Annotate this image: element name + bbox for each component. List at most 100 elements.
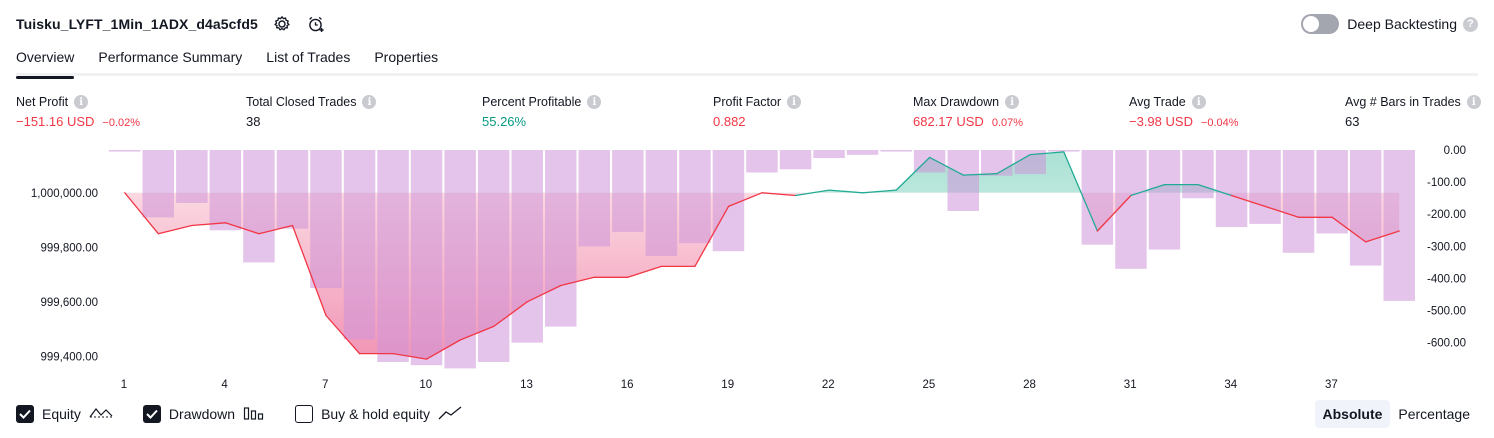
- x-axis-tick: 28: [1023, 379, 1036, 391]
- mode-absolute-button[interactable]: Absolute: [1314, 400, 1391, 428]
- checkbox-equity[interactable]: [16, 405, 34, 423]
- info-icon[interactable]: i: [74, 95, 89, 109]
- x-axis-tick: 31: [1124, 379, 1137, 391]
- x-axis-tick: 22: [822, 379, 835, 391]
- metric-value: −3.98 USD: [1129, 114, 1193, 129]
- equity-line-segment: [1096, 194, 1132, 232]
- equity-line-segment: [996, 153, 1031, 175]
- checkbox-drawdown[interactable]: [142, 405, 161, 423]
- alarm-add-icon[interactable]: [306, 14, 326, 34]
- drawdown-bar[interactable]: [746, 150, 778, 173]
- x-axis-tick: 34: [1224, 379, 1237, 391]
- gear-icon[interactable]: [272, 14, 292, 34]
- drawdown-bar[interactable]: [109, 150, 141, 152]
- left-axis: 1,000,000.00 999,800.00 999,600.00 999,400.…: [31, 188, 98, 364]
- drawdown-bar[interactable]: [578, 150, 611, 247]
- tab-properties[interactable]: Properties: [374, 49, 439, 65]
- legend-drawdown[interactable]: Drawdown: [142, 405, 265, 424]
- metric-label: Total Closed Trades: [246, 95, 357, 109]
- metric-total-closed-trades: Total Closed Trades i 38: [246, 94, 377, 130]
- drawdown-bar[interactable]: [410, 150, 443, 366]
- metric-avg-bars-in-trades: Avg # Bars in Trades i 63: [1345, 94, 1481, 130]
- tab-list-of-trades[interactable]: List of Trades: [266, 49, 351, 65]
- drawdown-bar[interactable]: [142, 150, 175, 218]
- drawdown-bar[interactable]: [1182, 150, 1214, 199]
- info-icon[interactable]: i: [1005, 95, 1020, 109]
- drawdown-bar[interactable]: [444, 150, 476, 369]
- drawdown-bar[interactable]: [1383, 150, 1416, 301]
- metric-value: −151.16 USD: [16, 114, 95, 129]
- x-axis-tick: 1: [121, 379, 127, 391]
- info-icon[interactable]: i: [1191, 95, 1206, 109]
- mode-percentage-button[interactable]: Percentage: [1398, 406, 1470, 422]
- metric-percent: 0.07%: [991, 117, 1024, 129]
- drawdown-bar[interactable]: [947, 150, 980, 211]
- help-icon[interactable]: ?: [1463, 16, 1478, 32]
- legend-equity-label: Equity: [42, 406, 81, 422]
- metric-percent: −0.04%: [1200, 117, 1239, 129]
- equity-line-segment: [1230, 194, 1266, 208]
- drawdown-bar[interactable]: [1148, 150, 1181, 250]
- legend-drawdown-label: Drawdown: [168, 406, 236, 422]
- equity-line-segment: [627, 265, 663, 278]
- drawdown-bar[interactable]: [645, 150, 678, 256]
- metric-value: 38: [246, 114, 261, 129]
- legend-equity[interactable]: Equity: [16, 405, 113, 424]
- drawdown-bar[interactable]: [1215, 150, 1248, 228]
- equity-line-segment: [962, 173, 998, 176]
- drawdown-bar[interactable]: [1316, 150, 1348, 234]
- equity-line-segment: [1130, 183, 1166, 197]
- drawdown-bar[interactable]: [880, 150, 912, 152]
- drawdown-bar[interactable]: [276, 150, 309, 229]
- drawdown-bar[interactable]: [913, 150, 946, 173]
- drawdown-bar[interactable]: [1115, 150, 1147, 269]
- info-icon[interactable]: i: [1466, 95, 1481, 109]
- drawdown-bar[interactable]: [1282, 150, 1315, 253]
- metric-percent-profitable: Percent Profitable i 55.26%: [482, 94, 602, 130]
- legend-buy-hold[interactable]: Buy & hold equity: [295, 405, 462, 424]
- x-axis-tick: 4: [221, 379, 228, 391]
- drawdown-bar[interactable]: [712, 150, 745, 252]
- equity-drawdown-chart[interactable]: 1,000,000.00 999,800.00 999,600.00 999,400.…: [0, 138, 1494, 398]
- right-axis: 0.00 -100.00 -200.00 -300.00 -400.00 -500.00 -…: [1427, 145, 1466, 350]
- drawdown-bars: [109, 150, 1416, 369]
- drawdown-bar[interactable]: [612, 150, 644, 232]
- drawdown-bar[interactable]: [343, 150, 376, 340]
- equity-line-segment: [1197, 183, 1233, 197]
- drawdown-bar[interactable]: [1048, 150, 1080, 152]
- equity-line-segment: [493, 301, 528, 328]
- drawdown-bar[interactable]: [243, 150, 275, 263]
- left-axis-tick: 999,400.00: [40, 351, 98, 363]
- info-icon[interactable]: i: [587, 95, 602, 109]
- tab-performance-summary[interactable]: Performance Summary: [98, 49, 243, 65]
- drawdown-bar[interactable]: [679, 150, 711, 244]
- metric-value: 63: [1345, 114, 1360, 129]
- drawdown-bar[interactable]: [1349, 150, 1382, 266]
- equity-line-segment: [929, 156, 964, 176]
- equity-line-segment: [1365, 230, 1400, 243]
- drawdown-bar[interactable]: [545, 150, 577, 327]
- equity-line-segment: [224, 222, 260, 235]
- drawdown-bar[interactable]: [176, 150, 208, 203]
- drawdown-bar[interactable]: [209, 150, 242, 231]
- metric-value: 682.17 USD: [913, 114, 984, 129]
- info-icon[interactable]: i: [787, 95, 802, 109]
- drawdown-bar[interactable]: [813, 150, 845, 158]
- checkbox-buy-hold[interactable]: [295, 405, 314, 423]
- drawdown-bar[interactable]: [1081, 150, 1114, 245]
- drawdown-bar[interactable]: [1249, 150, 1281, 224]
- legend-buy-hold-label: Buy & hold equity: [321, 406, 431, 422]
- x-axis-tick: 19: [721, 379, 734, 391]
- drawdown-bar[interactable]: [779, 150, 812, 170]
- drawdown-bar[interactable]: [377, 150, 409, 362]
- equity-line-segment: [861, 189, 897, 194]
- deep-backtesting-toggle[interactable]: [1301, 14, 1340, 34]
- equity-line-segment: [291, 224, 327, 317]
- info-icon[interactable]: i: [362, 95, 377, 109]
- drawdown-bar[interactable]: [511, 150, 544, 343]
- drawdown-bar[interactable]: [981, 150, 1013, 176]
- drawdown-bar[interactable]: [846, 150, 879, 155]
- metric-profit-factor: Profit Factor i 0.882: [713, 94, 802, 130]
- drawdown-bar[interactable]: [310, 150, 342, 289]
- tab-overview[interactable]: Overview: [16, 46, 75, 79]
